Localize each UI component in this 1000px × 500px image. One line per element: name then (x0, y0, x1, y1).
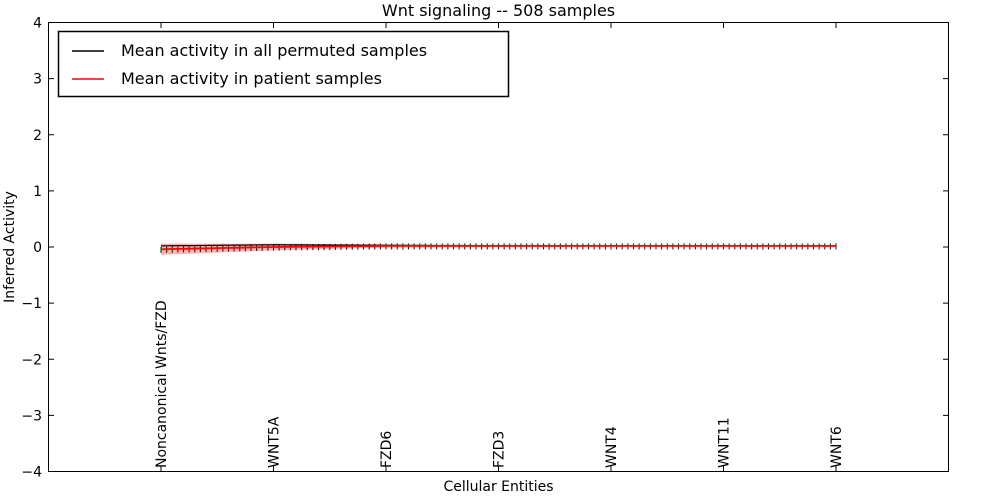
legend-label-patient-samples: Mean activity in patient samples (121, 69, 382, 88)
x-tick-label: WNT4 (604, 426, 620, 468)
x-axis-label: Cellular Entities (443, 479, 553, 495)
legend-label-permuted-samples: Mean activity in all permuted samples (121, 41, 427, 60)
y-tick-label: 2 (33, 128, 42, 144)
x-tick-label: WNT6 (829, 426, 845, 468)
y-tick-label: 4 (33, 16, 42, 32)
x-tick-label: FZD3 (492, 431, 508, 468)
x-tick-label: WNT11 (717, 417, 733, 468)
y-tick-label: −4 (21, 465, 42, 481)
y-axis-label: Inferred Activity (2, 191, 18, 303)
y-tick-label: −3 (21, 408, 42, 424)
chart-title: Wnt signaling -- 508 samples (382, 1, 615, 20)
x-tick-label: WNT5A (267, 416, 283, 468)
legend: Mean activity in all permuted samples Me… (59, 32, 509, 97)
y-tick-label: 0 (33, 240, 42, 256)
x-tick-label: Noncanonical Wnts/FZD (154, 300, 170, 468)
chart-canvas: 4 3 2 1 0 −1 −2 −3 −4 Noncanonical Wnts/FZD WNT5A F… (0, 0, 1000, 500)
y-tick-label: −1 (21, 296, 42, 312)
y-tick-label: −2 (21, 352, 42, 368)
y-tick-label: 1 (33, 184, 42, 200)
x-tick-label: FZD6 (379, 431, 395, 468)
y-tick-label: 3 (33, 72, 42, 88)
